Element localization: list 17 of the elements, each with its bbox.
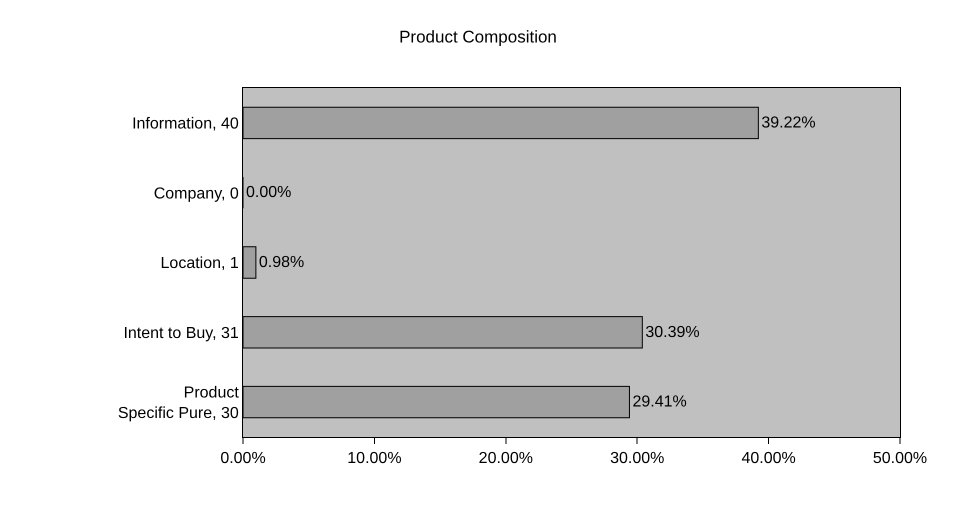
data-label: 0.00% xyxy=(246,184,292,202)
data-label: 29.41% xyxy=(632,394,687,411)
data-label: 30.39% xyxy=(645,324,700,341)
x-tick-label: 30.00% xyxy=(610,450,664,468)
chart-title: Product Composition xyxy=(399,27,557,46)
y-tick-label: Company, 0 xyxy=(154,185,239,202)
y-tick-label: Location, 1 xyxy=(160,255,239,272)
y-tick-label: Information, 40 xyxy=(132,116,239,132)
x-tick-label: 20.00% xyxy=(478,450,533,468)
data-label: 39.22% xyxy=(761,114,816,132)
y-tick-label: Product Specific Pure, 30 xyxy=(118,384,240,422)
y-tick-label: Intent to Buy, 31 xyxy=(123,324,239,342)
x-tick-label: 50.00% xyxy=(872,450,928,468)
x-tick-label: 10.00% xyxy=(347,450,402,468)
x-tick-label: 40.00% xyxy=(741,450,796,468)
data-label: 0.98% xyxy=(258,254,304,271)
x-tick-label: 0.00% xyxy=(220,450,266,468)
